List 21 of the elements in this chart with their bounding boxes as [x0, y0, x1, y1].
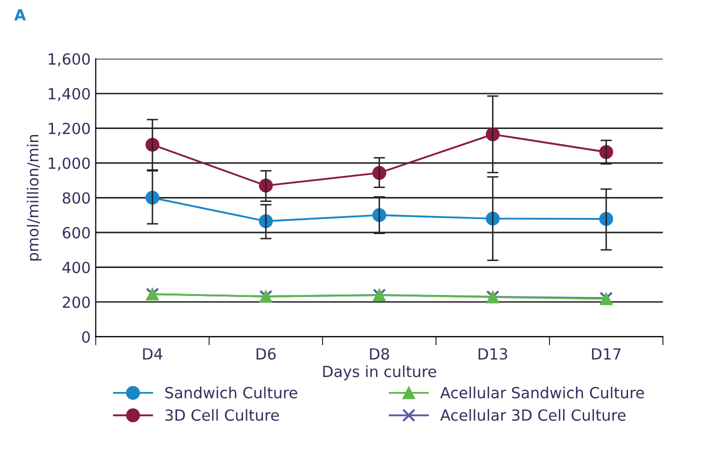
y-tick-label: 1,200 — [48, 122, 90, 136]
chart-title: A — [14, 9, 26, 20]
legend-label: Acellular Sandwich Culture — [440, 386, 644, 398]
y-tick-label: 200 — [62, 296, 90, 308]
y-axis-title: pmol/million/min — [26, 134, 42, 260]
legend-label: Acellular 3D Cell Culture — [440, 409, 626, 421]
x-tick-label: D17 — [592, 348, 620, 360]
x-axis-title: Days in culture — [323, 365, 436, 380]
y-tick-label: 800 — [62, 192, 90, 204]
x-tick-label: D13 — [478, 348, 508, 360]
y-tick-label: 0 — [82, 331, 90, 343]
y-tick-label: 1,400 — [48, 88, 90, 102]
y-tick-label: 600 — [62, 226, 90, 239]
x-tick-label: D8 — [370, 348, 390, 360]
legend-label: 3D Cell Culture — [165, 409, 279, 421]
y-tick-label: 1,600 — [48, 53, 90, 66]
x-tick-label: D6 — [256, 348, 276, 360]
y-tick-label: 400 — [62, 262, 90, 274]
y-tick-label: 1,000 — [48, 157, 90, 171]
legend-label: Sandwich Culture — [165, 386, 298, 398]
x-tick-label: D4 — [143, 348, 162, 360]
